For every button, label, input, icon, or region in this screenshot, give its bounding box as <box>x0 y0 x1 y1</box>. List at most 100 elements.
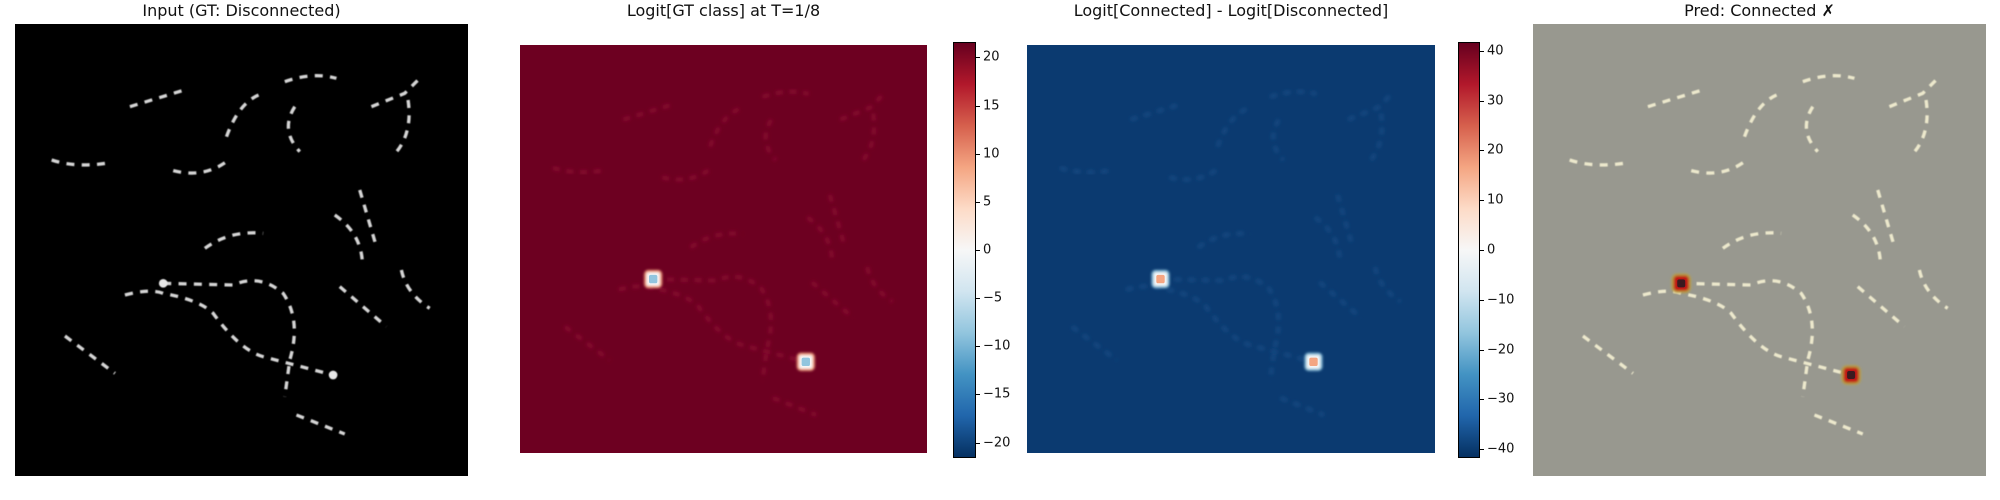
colorbar-tick-label: −20 <box>1487 342 1515 358</box>
colorbar-tick <box>1479 449 1484 451</box>
colorbar-tick-label: 40 <box>1487 43 1504 59</box>
colorbar-tick <box>975 153 980 155</box>
colorbar-tick <box>975 57 980 59</box>
dashed-curve <box>1313 215 1342 262</box>
colorbar-tick <box>1479 299 1484 301</box>
dashed-curve <box>393 99 411 156</box>
dashed-curve <box>865 266 894 304</box>
dashed-curve <box>1279 395 1325 418</box>
dashed-curve <box>1804 105 1820 153</box>
colorbar-tick <box>975 394 980 396</box>
dashed-curve <box>172 160 228 175</box>
colorbar-logit-diff: 40 30 20 10 0 −10 −20 −30 −40 <box>1458 42 1514 458</box>
colorbar-tick-label: −15 <box>983 386 1011 402</box>
dashed-curve <box>859 113 877 164</box>
dashed-curve <box>295 413 346 436</box>
colorbar-tick <box>975 250 980 251</box>
dashed-curve <box>1721 231 1782 250</box>
prediction-overlay-image <box>1533 24 1986 476</box>
dashed-curve <box>1367 113 1385 164</box>
hotspot-core <box>1847 371 1856 379</box>
hotspot-core <box>648 274 658 284</box>
dashed-curve <box>563 324 612 363</box>
dashed-curve <box>358 189 378 248</box>
dashed-curve <box>284 74 337 84</box>
dashed-curve <box>338 285 388 328</box>
colorbar-tick <box>1479 250 1484 251</box>
dashed-curve <box>63 334 116 375</box>
dashed-curve <box>1690 160 1746 175</box>
dashed-curve <box>1856 285 1906 328</box>
dashed-curve <box>1813 413 1864 436</box>
dashed-curve <box>661 167 712 182</box>
hotspot-core <box>801 357 810 367</box>
panel-title-prediction: Pred: Connected ✗ <box>1684 1 1835 20</box>
colorbar-tick-label: 20 <box>1487 142 1504 158</box>
dashed-curve <box>1318 280 1363 320</box>
dashed-curve <box>1569 158 1629 167</box>
logit-gt-heatmap <box>520 45 927 453</box>
dashed-curve <box>124 289 334 377</box>
panel-title-logit-diff: Logit[Connected] - Logit[Disconnected] <box>1073 1 1389 20</box>
colorbar-tick-label: 0 <box>983 242 992 258</box>
endpoint-marker <box>158 279 168 288</box>
dashed-curve <box>1059 165 1113 175</box>
colorbar-tick <box>1479 50 1484 52</box>
dashed-curve <box>333 213 365 264</box>
hotspot-core <box>1156 274 1165 284</box>
hotspot-core <box>1309 357 1318 367</box>
dashed-curve <box>51 158 111 167</box>
panel-title-input: Input (GT: Disconnected) <box>142 1 341 20</box>
logit-diff-heatmap <box>1027 45 1435 453</box>
dashed-curve <box>552 165 606 175</box>
dashed-curve <box>761 89 810 100</box>
dashed-curve <box>1269 89 1318 100</box>
colorbar-tick <box>1479 150 1484 152</box>
dashed-curve <box>708 105 744 148</box>
dashed-curve <box>1851 213 1883 264</box>
colorbar-tick-label: 15 <box>983 98 1000 114</box>
colorbar-tick-label: 30 <box>1487 93 1504 109</box>
colorbar-tick <box>1479 100 1484 102</box>
dashed-curve <box>129 87 188 109</box>
dashed-curve <box>1196 231 1251 250</box>
colorbar-tick <box>1479 399 1484 401</box>
dashed-curve <box>163 279 296 397</box>
colorbar-tick <box>1479 200 1484 202</box>
dashed-curve <box>839 92 886 122</box>
dashed-curve <box>1888 77 1939 109</box>
dashed-curve <box>1742 91 1782 138</box>
colorbar-tick-label: −10 <box>1487 292 1515 308</box>
dashed-curve <box>806 215 835 262</box>
dashed-curve <box>1215 105 1252 148</box>
dashed-curve <box>1681 279 1814 397</box>
colorbar-tick <box>1479 349 1484 351</box>
dashed-curve <box>1372 266 1402 304</box>
dashed-curve <box>1917 269 1949 310</box>
colorbar-tick-label: −10 <box>983 338 1011 354</box>
dashed-curve <box>1168 167 1219 182</box>
dashed-curve <box>1802 74 1855 84</box>
dashed-curve <box>1125 284 1315 364</box>
colorbar-tick-label: −20 <box>983 435 1011 451</box>
dashed-curve <box>810 280 856 320</box>
dashed-curve <box>286 105 302 153</box>
dashed-curve <box>763 118 778 162</box>
dashed-curve <box>653 274 773 382</box>
dashed-curve <box>1271 118 1286 162</box>
dashed-curve <box>1876 189 1896 248</box>
dashed-curve <box>1160 274 1281 382</box>
endpoint-marker <box>328 370 338 380</box>
colorbar-tick <box>975 298 980 300</box>
dashed-curve <box>689 231 744 250</box>
colorbar-tick-label: 5 <box>983 194 992 210</box>
dashed-curve <box>1911 99 1929 156</box>
colorbar-tick-label: −30 <box>1487 391 1515 407</box>
dashed-curve <box>827 194 847 247</box>
colorbar-tick-label: 0 <box>1487 242 1496 258</box>
dashed-curve <box>1642 289 1852 377</box>
dashed-curve <box>1347 92 1393 122</box>
colorbar-tick-label: −40 <box>1487 441 1515 457</box>
colorbar-tick-label: 10 <box>1487 192 1504 208</box>
dashed-curve <box>1070 324 1119 363</box>
